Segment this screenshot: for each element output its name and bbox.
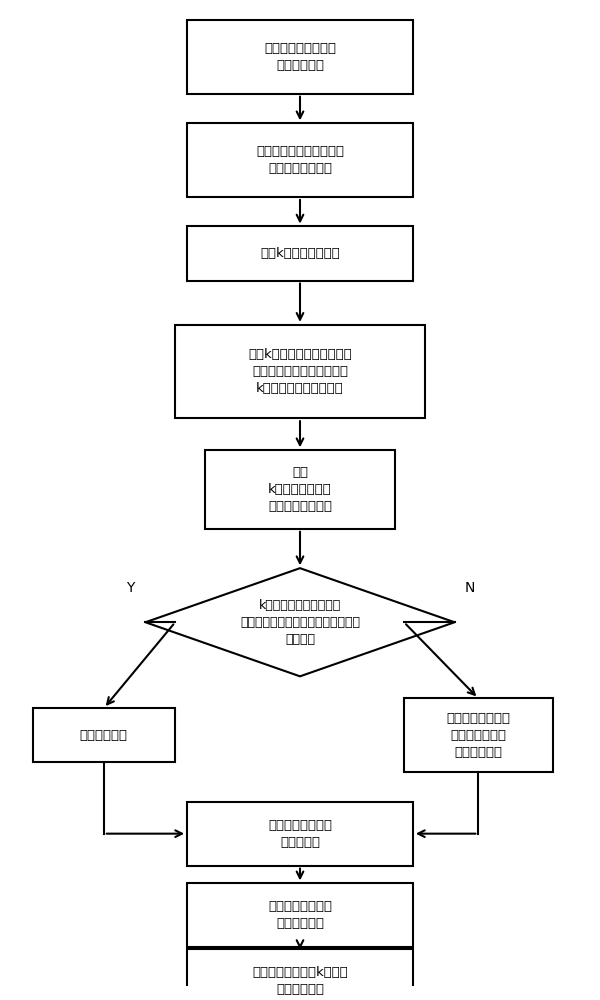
Text: 构建k时刻状态变量可行集的
全对称多胞体集合，并构建
k时刻系统输出带状空间: 构建k时刻状态变量可行集的 全对称多胞体集合，并构建 k时刻系统输出带状空间 [248,348,352,395]
Polygon shape [145,568,455,676]
Text: 保留原先粒子: 保留原先粒子 [80,729,128,742]
Text: 建立锂电池电热耦合
状态空间模型: 建立锂电池电热耦合 状态空间模型 [264,42,336,72]
Text: 在对应多胞体中随
机生成一个粒子
替代原先粒子: 在对应多胞体中随 机生成一个粒子 替代原先粒子 [446,712,511,759]
Text: Y: Y [127,581,135,595]
Text: 通过加权计算得到k时刻状
态变量估计值: 通过加权计算得到k时刻状 态变量估计值 [252,966,348,996]
FancyBboxPatch shape [187,802,413,866]
FancyBboxPatch shape [205,450,395,529]
FancyBboxPatch shape [32,708,175,762]
FancyBboxPatch shape [187,123,413,197]
Text: 求解
k时刻的状态变量
全对称多胞体集合: 求解 k时刻的状态变量 全对称多胞体集合 [268,466,332,513]
FancyBboxPatch shape [187,20,413,94]
FancyBboxPatch shape [175,325,425,418]
Text: 重采样粒子集合并
重置粒子权重: 重采样粒子集合并 重置粒子权重 [268,900,332,930]
Text: k时刻每个粒子是否落在
状态变量全对称多胞体集合中对应的
多胞体中: k时刻每个粒子是否落在 状态变量全对称多胞体集合中对应的 多胞体中 [240,599,360,646]
FancyBboxPatch shape [404,698,553,772]
Text: 求解k时刻的粒子集合: 求解k时刻的粒子集合 [260,247,340,260]
FancyBboxPatch shape [187,949,413,1000]
FancyBboxPatch shape [187,226,413,281]
Text: 设定初始粒子集合和初始
全对称多胞体集合: 设定初始粒子集合和初始 全对称多胞体集合 [256,145,344,175]
Text: N: N [464,581,475,595]
FancyBboxPatch shape [187,883,413,947]
Text: 计算粒子的权重并
将其归一化: 计算粒子的权重并 将其归一化 [268,819,332,849]
